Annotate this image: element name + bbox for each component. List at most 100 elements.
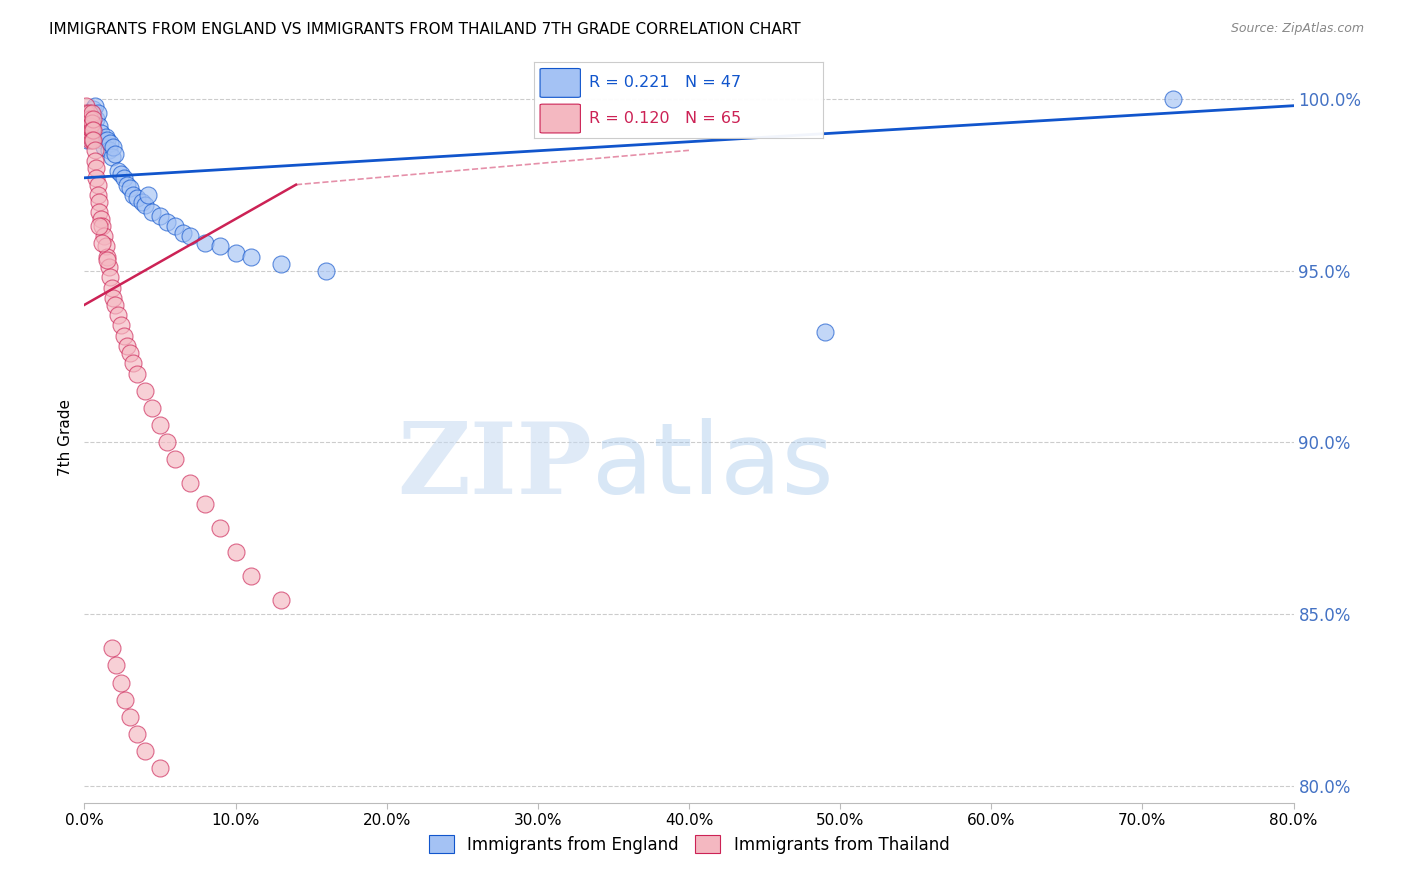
Text: atlas: atlas: [592, 417, 834, 515]
Point: [134, 384, 156, 398]
Point: [80, 133, 103, 147]
Point: [75, 98, 97, 112]
Point: [91, 219, 114, 233]
Point: [127, 727, 149, 741]
Point: [91, 133, 114, 147]
Point: [114, 693, 136, 707]
Point: [82, 102, 104, 116]
Point: [112, 170, 135, 185]
Point: [76, 112, 98, 127]
Point: [172, 226, 194, 240]
Point: [98, 270, 121, 285]
Point: [76, 133, 98, 147]
Text: Source: ZipAtlas.com: Source: ZipAtlas.com: [1230, 22, 1364, 36]
FancyBboxPatch shape: [540, 104, 581, 133]
Point: [209, 239, 232, 253]
Point: [100, 150, 122, 164]
Point: [814, 326, 837, 340]
Point: [89, 205, 111, 219]
Point: [118, 346, 141, 360]
Point: [90, 126, 112, 140]
Point: [194, 235, 217, 250]
Point: [165, 452, 187, 467]
Point: [149, 418, 172, 433]
Point: [98, 136, 121, 151]
Point: [77, 122, 100, 136]
Point: [315, 263, 337, 277]
Point: [179, 229, 201, 244]
Point: [86, 170, 108, 185]
Text: ZIP: ZIP: [398, 417, 592, 515]
Point: [77, 116, 100, 130]
Point: [80, 122, 103, 136]
Point: [94, 239, 117, 253]
Point: [89, 194, 111, 209]
Point: [110, 167, 132, 181]
Point: [76, 126, 98, 140]
Point: [110, 675, 132, 690]
Point: [87, 105, 110, 120]
Point: [225, 545, 247, 559]
Point: [80, 116, 103, 130]
Point: [165, 219, 187, 233]
Point: [209, 521, 232, 535]
Point: [82, 112, 104, 127]
Point: [179, 476, 201, 491]
Point: [107, 164, 129, 178]
Point: [84, 144, 107, 158]
Point: [107, 308, 129, 322]
Point: [75, 126, 97, 140]
Point: [80, 116, 103, 130]
Point: [82, 122, 104, 136]
Point: [79, 112, 101, 127]
Point: [91, 235, 114, 250]
Point: [136, 188, 159, 202]
Point: [93, 229, 115, 244]
Point: [239, 569, 262, 583]
Text: R = 0.120   N = 65: R = 0.120 N = 65: [589, 111, 741, 126]
Point: [96, 253, 118, 268]
Point: [96, 133, 118, 147]
Point: [89, 120, 111, 134]
Point: [89, 219, 111, 233]
Point: [84, 98, 107, 112]
Point: [79, 133, 101, 147]
Point: [156, 435, 179, 450]
Point: [127, 191, 149, 205]
Point: [127, 367, 149, 381]
Point: [86, 112, 108, 127]
Point: [76, 120, 98, 134]
Point: [77, 116, 100, 130]
Point: [104, 298, 127, 312]
Point: [87, 178, 110, 192]
Point: [134, 744, 156, 758]
Point: [270, 257, 292, 271]
Point: [101, 140, 124, 154]
Point: [90, 212, 112, 227]
Point: [134, 198, 156, 212]
Point: [97, 144, 120, 158]
Point: [131, 194, 153, 209]
Point: [156, 215, 179, 229]
Point: [104, 146, 127, 161]
Point: [270, 593, 292, 607]
Point: [77, 105, 100, 120]
Point: [239, 250, 262, 264]
Point: [149, 209, 172, 223]
Point: [121, 356, 143, 370]
Text: R = 0.221   N = 47: R = 0.221 N = 47: [589, 76, 741, 90]
Point: [194, 497, 217, 511]
Point: [82, 109, 104, 123]
Text: IMMIGRANTS FROM ENGLAND VS IMMIGRANTS FROM THAILAND 7TH GRADE CORRELATION CHART: IMMIGRANTS FROM ENGLAND VS IMMIGRANTS FR…: [49, 22, 801, 37]
Y-axis label: 7th Grade: 7th Grade: [58, 399, 73, 475]
Legend: Immigrants from England, Immigrants from Thailand: Immigrants from England, Immigrants from…: [422, 829, 956, 860]
Point: [118, 710, 141, 724]
Point: [100, 281, 122, 295]
Point: [80, 105, 103, 120]
Point: [100, 641, 122, 656]
Point: [96, 250, 118, 264]
Point: [112, 328, 135, 343]
Point: [110, 318, 132, 333]
Point: [225, 246, 247, 260]
Point: [93, 140, 115, 154]
